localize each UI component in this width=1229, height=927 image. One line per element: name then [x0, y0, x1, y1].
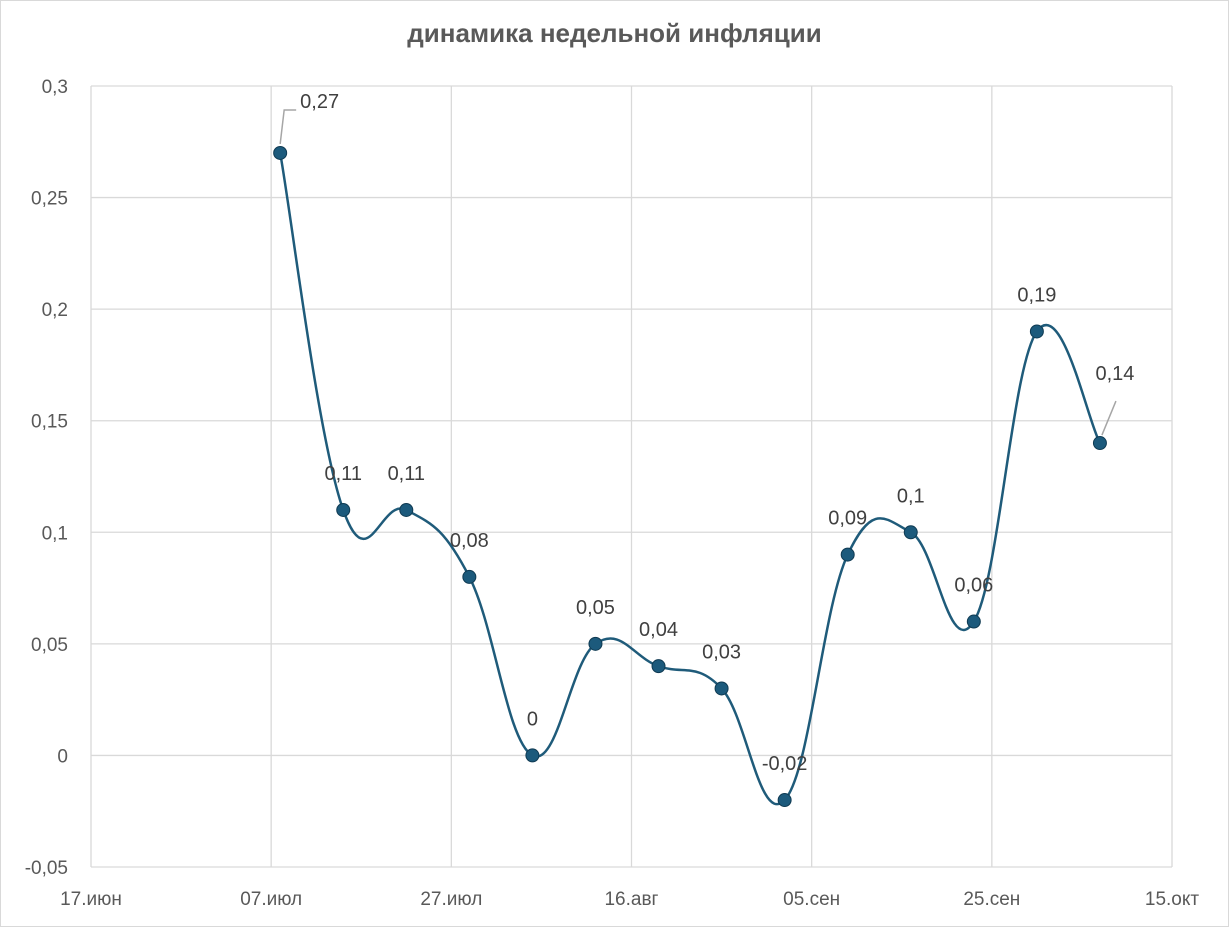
- data-point: [399, 502, 414, 517]
- data-point: [1092, 436, 1107, 451]
- y-tick-label: 0: [57, 746, 68, 767]
- x-tick-label: 07.июл: [240, 889, 302, 910]
- x-tick-label: 27.июл: [420, 889, 482, 910]
- series-line-path: [278, 152, 1102, 806]
- data-label: 0,09: [828, 508, 867, 530]
- data-point: [651, 659, 666, 674]
- data-point: [840, 547, 855, 562]
- chart-title: динамика недельной инфляции: [407, 18, 822, 48]
- leader-lines: [279, 109, 1117, 436]
- y-tick-label: 0,15: [31, 412, 68, 433]
- data-point: [1029, 324, 1044, 339]
- data-label: 0,27: [300, 91, 339, 113]
- data-point: [525, 748, 540, 763]
- y-tick-label: 0,1: [42, 523, 68, 544]
- data-label: 0,1: [897, 485, 925, 507]
- data-label: 0,05: [576, 597, 615, 619]
- data-label: 0,08: [450, 530, 489, 552]
- series-line: [278, 152, 1102, 806]
- data-point: [777, 793, 792, 808]
- y-tick-label: 0,2: [42, 300, 68, 321]
- data-label: 0,11: [325, 463, 362, 485]
- data-point: [903, 525, 918, 540]
- grid-lines: [90, 85, 1173, 868]
- x-tick-label: 17.июн: [60, 889, 122, 910]
- y-tick-label: -0,05: [25, 858, 68, 879]
- y-tick-label: 0,25: [31, 189, 68, 210]
- leader-line: [279, 109, 297, 145]
- data-point: [588, 636, 603, 651]
- x-tick-label: 16.авг: [604, 889, 658, 910]
- leader-line: [1101, 400, 1117, 436]
- data-label: 0,06: [954, 575, 993, 597]
- data-point: [966, 614, 981, 629]
- x-tick-label: 15.окт: [1145, 889, 1200, 910]
- data-point: [462, 569, 477, 584]
- data-label: -0,02: [762, 753, 808, 775]
- x-tick-label: 05.сен: [783, 889, 840, 910]
- data-label: 0,04: [639, 619, 678, 641]
- y-tick-label: 0,05: [31, 635, 68, 656]
- data-labels: 0,27 0,11 0,11 0,08 0 0,05 0,04 0,03 -0,02 0,09 0,…: [300, 91, 1134, 775]
- axis-labels: -0,05 0 0,05 0,1 0,15 0,2 0,25 0,3 17.июн 07.июл 2…: [25, 77, 1200, 910]
- y-tick-label: 0,3: [42, 77, 68, 98]
- data-point: [336, 502, 351, 517]
- data-label: 0,14: [1095, 363, 1134, 385]
- data-points: [273, 145, 1107, 808]
- data-point: [273, 145, 288, 160]
- data-label: 0,19: [1017, 284, 1056, 306]
- data-label: 0: [527, 708, 538, 730]
- data-label: 0,11: [388, 463, 425, 485]
- data-point: [714, 681, 729, 696]
- data-label: 0,03: [702, 641, 741, 663]
- x-tick-label: 25.сен: [963, 889, 1020, 910]
